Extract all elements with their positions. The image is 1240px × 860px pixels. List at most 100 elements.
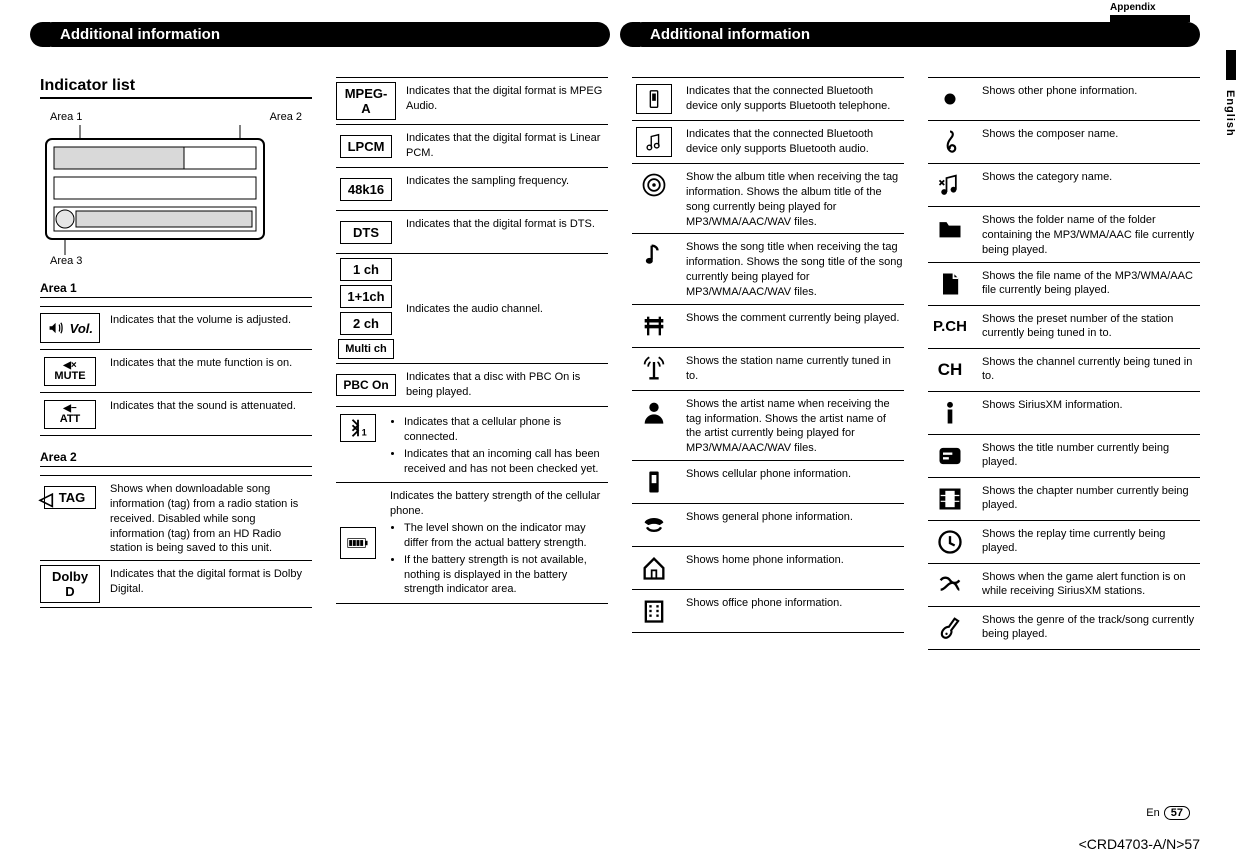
info-icon: [928, 396, 972, 430]
ch-icon: CH: [928, 353, 972, 387]
folder-desc: Shows the folder name of the folder cont…: [982, 211, 1200, 258]
row-battery: Indicates the battery strength of the ce…: [336, 483, 608, 604]
appendix-label: Appendix: [1110, 2, 1190, 22]
row-office: Shows office phone information.: [632, 590, 904, 633]
antenna-icon: [632, 352, 676, 386]
row-bt-phone-status: 1 Indicates that a cellular phone is con…: [336, 407, 608, 483]
comment-icon: [632, 309, 676, 343]
category-desc: Shows the category name.: [982, 168, 1200, 185]
title-desc: Shows the title number currently being p…: [982, 439, 1200, 471]
vol-desc: Indicates that the volume is adjusted.: [110, 311, 312, 328]
sampling-icon: 48k16: [336, 172, 396, 206]
lpcm-desc: Indicates that the digital format is Lin…: [406, 129, 608, 161]
language-tab: English: [1224, 90, 1236, 137]
other-phone-desc: Shows other phone information.: [982, 82, 1200, 99]
phone-icon: [632, 508, 676, 542]
column-1: Indicator list Area 1 Area 2 Area 3 Area…: [40, 77, 312, 650]
row-title: Shows the title number currently being p…: [928, 435, 1200, 478]
row-pch: P.CH Shows the preset number of the stat…: [928, 306, 1200, 349]
area2-rows: ◁TAG Shows when downloadable song inform…: [40, 475, 312, 608]
bt-audio-icon: [632, 125, 676, 159]
game-desc: Shows when the game alert function is on…: [982, 568, 1200, 600]
comment-desc: Shows the comment currently being played…: [686, 309, 904, 326]
bt-audio-desc: Indicates that the connected Bluetooth d…: [686, 125, 904, 157]
row-person: Shows the artist name when receiving the…: [632, 391, 904, 461]
svg-text:1: 1: [362, 427, 367, 437]
row-chapter: Shows the chapter number currently being…: [928, 478, 1200, 521]
mpeg-desc: Indicates that the digital format is MPE…: [406, 82, 608, 114]
row-mpeg: MPEG-A Indicates that the digital format…: [336, 77, 608, 125]
sampling-desc: Indicates the sampling frequency.: [406, 172, 608, 189]
att-desc: Indicates that the sound is attenuated.: [110, 397, 312, 414]
row-mute: ◀×MUTE Indicates that the mute function …: [40, 350, 312, 393]
bt-tel-desc: Indicates that the connected Bluetooth d…: [686, 82, 904, 114]
channels-desc: Indicates the audio channel.: [406, 300, 608, 317]
diagram-area3-label: Area 3: [50, 255, 82, 267]
att-icon: ◀−ATT: [40, 397, 100, 431]
file-desc: Shows the file name of the MP3/WMA/AAC f…: [982, 267, 1200, 299]
composer-desc: Shows the composer name.: [982, 125, 1200, 142]
guitar-desc: Shows the genre of the track/song curren…: [982, 611, 1200, 643]
mute-desc: Indicates that the mute function is on.: [110, 354, 312, 371]
row-antenna: Shows the station name currently tuned i…: [632, 348, 904, 391]
folder-icon: [928, 211, 972, 245]
note-desc: Shows the song title when receiving the …: [686, 238, 904, 299]
row-guitar: Shows the genre of the track/song curren…: [928, 607, 1200, 650]
page-headers: Additional information Additional inform…: [40, 22, 1200, 47]
diagram-svg: [40, 125, 270, 255]
file-icon: [928, 267, 972, 301]
row-dolby: Dolby D Indicates that the digital forma…: [40, 561, 312, 608]
mute-icon: ◀×MUTE: [40, 354, 100, 388]
dot-icon: [928, 82, 972, 116]
antenna-desc: Shows the station name currently tuned i…: [686, 352, 904, 384]
home-icon: [632, 551, 676, 585]
diagram-area2-label: Area 2: [270, 111, 302, 123]
clock-icon: [928, 525, 972, 559]
row-file: Shows the file name of the MP3/WMA/AAC f…: [928, 263, 1200, 306]
row-home: Shows home phone information.: [632, 547, 904, 590]
content-columns: Indicator list Area 1 Area 2 Area 3 Area…: [40, 77, 1200, 650]
row-phone: Shows general phone information.: [632, 504, 904, 547]
note-icon: [632, 238, 676, 272]
document-reference: <CRD4703-A/N>57: [1079, 836, 1200, 852]
clock-desc: Shows the replay time currently being pl…: [982, 525, 1200, 557]
title-icon: [928, 439, 972, 473]
home-desc: Shows home phone information.: [686, 551, 904, 568]
person-desc: Shows the artist name when receiving the…: [686, 395, 904, 456]
row-info: Shows SiriusXM information.: [928, 392, 1200, 435]
game-icon: [928, 568, 972, 602]
row-dts: DTS Indicates that the digital format is…: [336, 211, 608, 254]
cell-desc: Shows cellular phone information.: [686, 465, 904, 482]
lpcm-icon: LPCM: [336, 129, 396, 163]
row-composer: Shows the composer name.: [928, 121, 1200, 164]
row-folder: Shows the folder name of the folder cont…: [928, 207, 1200, 263]
row-other-phone: Shows other phone information.: [928, 77, 1200, 121]
row-ch: CH Shows the channel currently being tun…: [928, 349, 1200, 392]
column-3: Indicates that the connected Bluetooth d…: [632, 77, 904, 650]
row-disc: Show the album title when receiving the …: [632, 164, 904, 234]
page-number: En 57: [1146, 806, 1190, 820]
pch-icon: P.CH: [928, 310, 972, 344]
dts-desc: Indicates that the digital format is DTS…: [406, 215, 608, 232]
row-category: Shows the category name.: [928, 164, 1200, 207]
tag-desc: Shows when downloadable song information…: [110, 480, 312, 556]
dts-icon: DTS: [336, 215, 396, 249]
diagram-area1-label: Area 1: [50, 111, 82, 123]
header-left-text: Additional information: [40, 22, 610, 47]
disc-icon: [632, 168, 676, 202]
column-2: MPEG-A Indicates that the digital format…: [336, 77, 608, 650]
row-48k16: 48k16 Indicates the sampling frequency.: [336, 168, 608, 211]
info-desc: Shows SiriusXM information.: [982, 396, 1200, 413]
ch-desc: Shows the channel currently being tuned …: [982, 353, 1200, 385]
category-icon: [928, 168, 972, 202]
area1-rows: Vol. Indicates that the volume is adjust…: [40, 306, 312, 436]
person-icon: [632, 395, 676, 429]
row-note: Shows the song title when receiving the …: [632, 234, 904, 304]
row-lpcm: LPCM Indicates that the digital format i…: [336, 125, 608, 168]
header-right-pill: Additional information: [630, 22, 1200, 47]
vol-icon: Vol.: [40, 311, 100, 345]
mpeg-icon: MPEG-A: [336, 82, 396, 120]
dolby-desc: Indicates that the digital format is Dol…: [110, 565, 312, 597]
row-clock: Shows the replay time currently being pl…: [928, 521, 1200, 564]
dolby-icon: Dolby D: [40, 565, 100, 603]
